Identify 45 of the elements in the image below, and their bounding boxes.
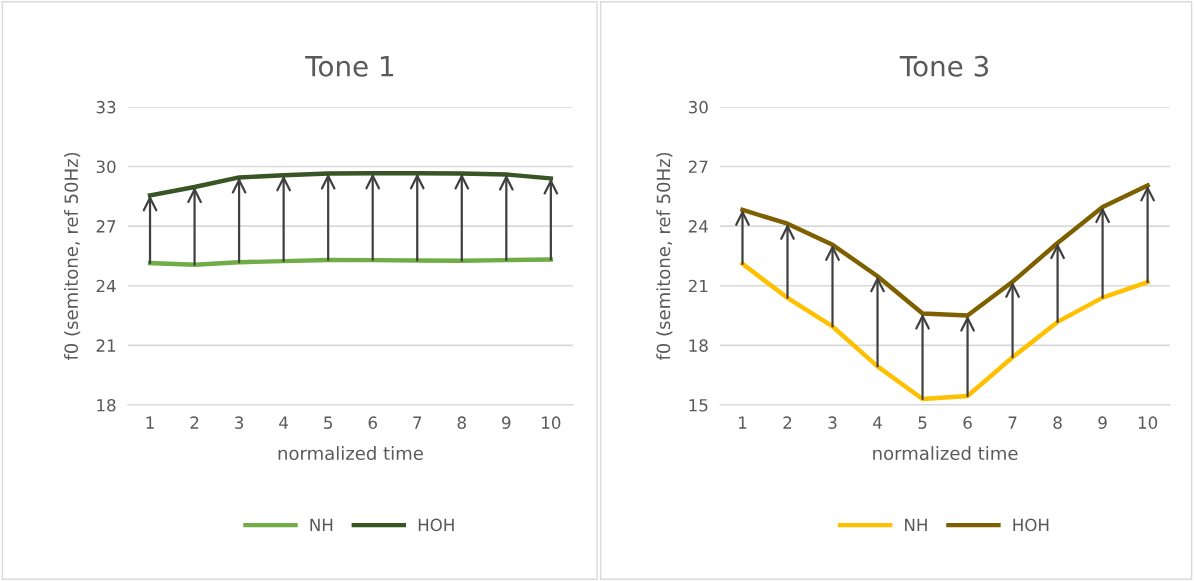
y-tick-label: 21 — [96, 339, 116, 352]
y-tick-label: 18 — [689, 339, 708, 352]
y-tick-label: 27 — [96, 220, 116, 233]
x-tick-label: 6 — [963, 416, 972, 429]
x-tick-label: 7 — [413, 416, 422, 429]
legend-label: HOH — [1013, 518, 1049, 532]
line-series — [147, 171, 554, 198]
x-tick-label: 2 — [783, 416, 792, 429]
legend-label: HOH — [418, 518, 454, 532]
x-tick-label: 9 — [1098, 416, 1107, 429]
line-series — [740, 261, 1150, 402]
x-tick-label: 4 — [279, 416, 288, 429]
y-tick-label: 27 — [688, 160, 708, 173]
legend-label: NH — [310, 518, 333, 531]
x-tick-label: 4 — [873, 416, 882, 429]
x-tick-label: 7 — [1008, 416, 1017, 429]
chart-title: Tone 1 — [305, 56, 394, 77]
y-axis-title: f0 (semitone, ref 50Hz) — [656, 152, 673, 361]
y-tick-label: 21 — [688, 279, 708, 293]
y-tick-label: 15 — [689, 399, 708, 412]
x-tick-label: 9 — [502, 416, 511, 429]
x-tick-label: 6 — [368, 416, 377, 429]
chart-title: Tone 3 — [899, 55, 989, 77]
x-tick-label: 10 — [1138, 416, 1158, 429]
x-axis-title: normalized time — [278, 446, 423, 461]
y-tick-label: 33 — [96, 100, 116, 114]
x-tick-label: 2 — [190, 416, 199, 429]
x-tick-label: 3 — [828, 416, 837, 429]
y-tick-label: 18 — [97, 398, 116, 412]
y-tick-label: 24 — [688, 220, 708, 233]
x-axis-title: normalized time — [873, 446, 1018, 461]
x-tick-label: 10 — [542, 416, 561, 429]
x-tick-label: 8 — [457, 416, 466, 429]
x-tick-label: 3 — [235, 416, 244, 429]
y-axis-title: f0 (semitone, ref 50Hz) — [64, 152, 81, 361]
line-series — [740, 183, 1150, 318]
x-tick-label: 5 — [918, 416, 927, 429]
y-tick-label: 30 — [688, 100, 708, 114]
x-tick-label: 1 — [739, 416, 747, 429]
legend-label: NH — [905, 518, 927, 531]
x-tick-label: 5 — [324, 416, 333, 429]
x-tick-label: 8 — [1053, 416, 1062, 429]
x-tick-label: 1 — [146, 416, 154, 429]
y-tick-label: 24 — [96, 279, 116, 293]
y-tick-label: 30 — [96, 160, 116, 174]
